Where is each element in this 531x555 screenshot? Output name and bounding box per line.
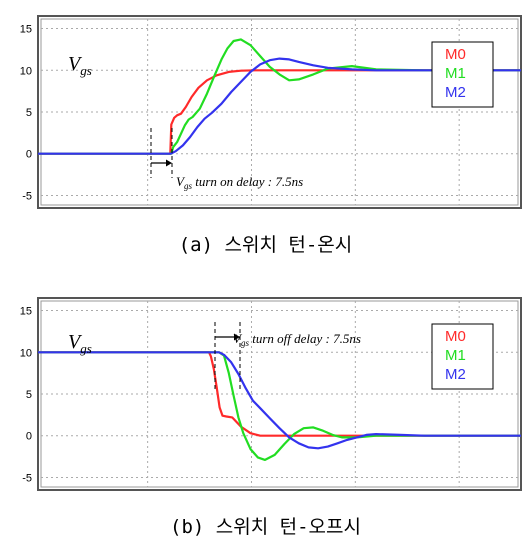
delay-annotation-sub: gs — [241, 338, 250, 348]
delay-annotation-rest: turn on delay : 7.5ns — [192, 174, 303, 189]
delay-annotation: Vgs turn off delay : 7.5ns — [233, 331, 361, 348]
turn-on-chart: 15 10 5 0 -5 Vgs Vgs turn on delay : 7.5ns M0 M1… — [0, 0, 531, 222]
series-line-m0 — [38, 69, 521, 155]
legend-entry-m1: M1 — [445, 65, 466, 82]
y-tick-label: -5 — [22, 472, 32, 484]
turn-off-caption: (b) 스위치 턴-오프시 — [170, 516, 361, 538]
legend-box — [431, 41, 494, 108]
legend-entry-m0: M0 — [445, 46, 466, 63]
legend-box — [431, 323, 494, 390]
series-line-m2 — [38, 57, 521, 155]
y-tick-label: 10 — [20, 65, 32, 77]
delay-annotation-main: V — [233, 331, 243, 346]
y-tick-label: -5 — [22, 190, 32, 202]
delay-annotation: Vgs turn on delay : 7.5ns — [176, 174, 303, 191]
legend-entry-m2: M2 — [445, 366, 466, 383]
legend-entry-m2: M2 — [445, 84, 466, 101]
delay-annotation-rest: turn off delay : 7.5ns — [249, 331, 361, 346]
turn-off-chart: 15 10 5 0 -5 Vgs Vgs turn off delay : 7.5ns M0 M… — [0, 282, 531, 504]
y-tick-label: 5 — [26, 389, 32, 401]
y-tick-label: 15 — [20, 24, 32, 36]
delay-arrow-head — [234, 333, 240, 341]
y-axis-label-sub: gs — [80, 63, 92, 78]
delay-annotation-main: V — [176, 174, 186, 189]
legend-entry-m1: M1 — [445, 347, 466, 364]
series-line-m1 — [38, 351, 521, 461]
y-tick-label: 15 — [20, 306, 32, 318]
series-line-m1 — [38, 38, 521, 155]
delay-annotation-sub: gs — [184, 181, 193, 191]
y-tick-label: 5 — [26, 107, 32, 119]
y-tick-label: 10 — [20, 347, 32, 359]
y-axis-label-sub: gs — [80, 341, 92, 356]
legend-entry-m0: M0 — [445, 328, 466, 345]
turn-on-caption: (a) 스위치 턴-온시 — [178, 234, 353, 256]
series-line-m2 — [38, 351, 521, 450]
y-tick-label: 0 — [26, 431, 32, 443]
delay-arrow-head — [166, 159, 172, 167]
y-tick-label: 0 — [26, 149, 32, 161]
